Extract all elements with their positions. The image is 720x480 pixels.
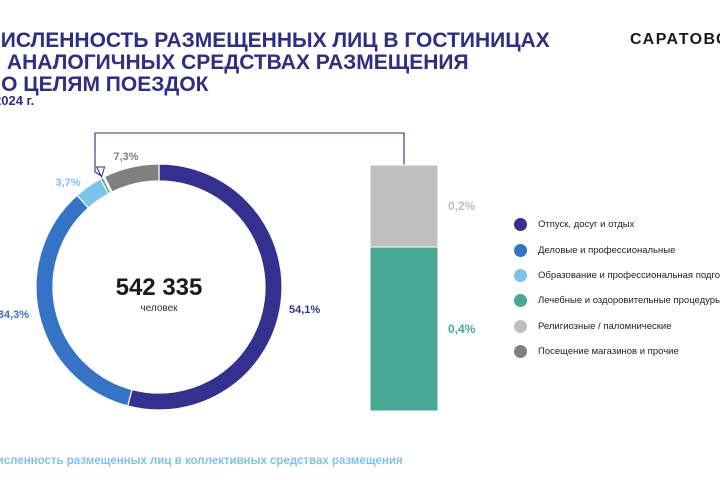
chart-title-line-3: ПО ЦЕЛЯМ ПОЕЗДОК xyxy=(0,73,209,96)
donut-center-unit: человек xyxy=(140,303,178,314)
chart-legend: Отпуск, досуг и отдых Деловые и профессио… xyxy=(514,212,720,364)
chart-subtitle-year: 2024 г. xyxy=(0,93,35,108)
donut-slice-label-6: 7,3% xyxy=(113,151,138,163)
legend-item-6: Посещение магазинов и прочие xyxy=(514,339,720,364)
donut-slice-label-3: 3,7% xyxy=(55,177,80,189)
legend-label: Образование и профессиональная подготовк… xyxy=(538,269,720,281)
legend-label: Деловые и профессиональные xyxy=(538,244,676,256)
legend-label: Отпуск, досуг и отдых xyxy=(538,219,635,231)
donut-slice-label-1: 54,1% xyxy=(289,304,320,316)
legend-label: Религиозные / паломнические xyxy=(538,320,672,332)
legend-swatch xyxy=(514,268,527,282)
bar-segment-2 xyxy=(369,164,439,248)
legend-label: Лечебные и оздоровительные процедуры xyxy=(538,295,720,307)
legend-item-2: Деловые и профессиональные xyxy=(514,237,720,262)
bar-segment-label-1: 0,4% xyxy=(448,322,476,336)
donut-slice-6 xyxy=(103,163,160,193)
legend-swatch xyxy=(514,243,527,257)
chart-title-line-2: И АНАЛОГИЧНЫХ СРЕДСТВАХ РАЗМЕЩЕНИЯ xyxy=(0,51,469,74)
legend-item-4: Лечебные и оздоровительные процедуры xyxy=(514,288,720,313)
legend-item-3: Образование и профессиональная подготовк… xyxy=(514,263,720,288)
connector-pointer xyxy=(95,166,106,179)
bar-segment-label-2: 0,2% xyxy=(448,199,476,213)
legend-swatch xyxy=(514,294,527,308)
legend-label: Посещение магазинов и прочие xyxy=(538,346,679,358)
bar-segment-1 xyxy=(369,246,439,412)
brand-logo-text: САРАТОВС xyxy=(630,31,720,48)
legend-swatch xyxy=(514,345,527,359)
donut-to-bar-connector xyxy=(94,132,405,179)
chart-footnote: численность размещенных лиц в коллективн… xyxy=(0,455,403,467)
donut-center-value: 542 335 xyxy=(116,274,203,301)
legend-swatch xyxy=(514,319,527,333)
chart-title-line-1: ЧИСЛЕННОСТЬ РАЗМЕЩЕННЫХ ЛИЦ В ГОСТИНИЦАХ xyxy=(0,29,550,52)
legend-item-1: Отпуск, досуг и отдых xyxy=(514,212,720,237)
connector-line xyxy=(94,132,405,177)
legend-swatch xyxy=(514,218,527,232)
donut-slice-label-2: 34,3% xyxy=(0,309,29,321)
donut-chart: 54,1% 34,3% 3,7% 7,3% xyxy=(0,151,320,411)
breakout-stacked-bar: 0,4% 0,2% xyxy=(369,164,476,412)
legend-item-5: Религиозные / паломнические xyxy=(514,314,720,339)
